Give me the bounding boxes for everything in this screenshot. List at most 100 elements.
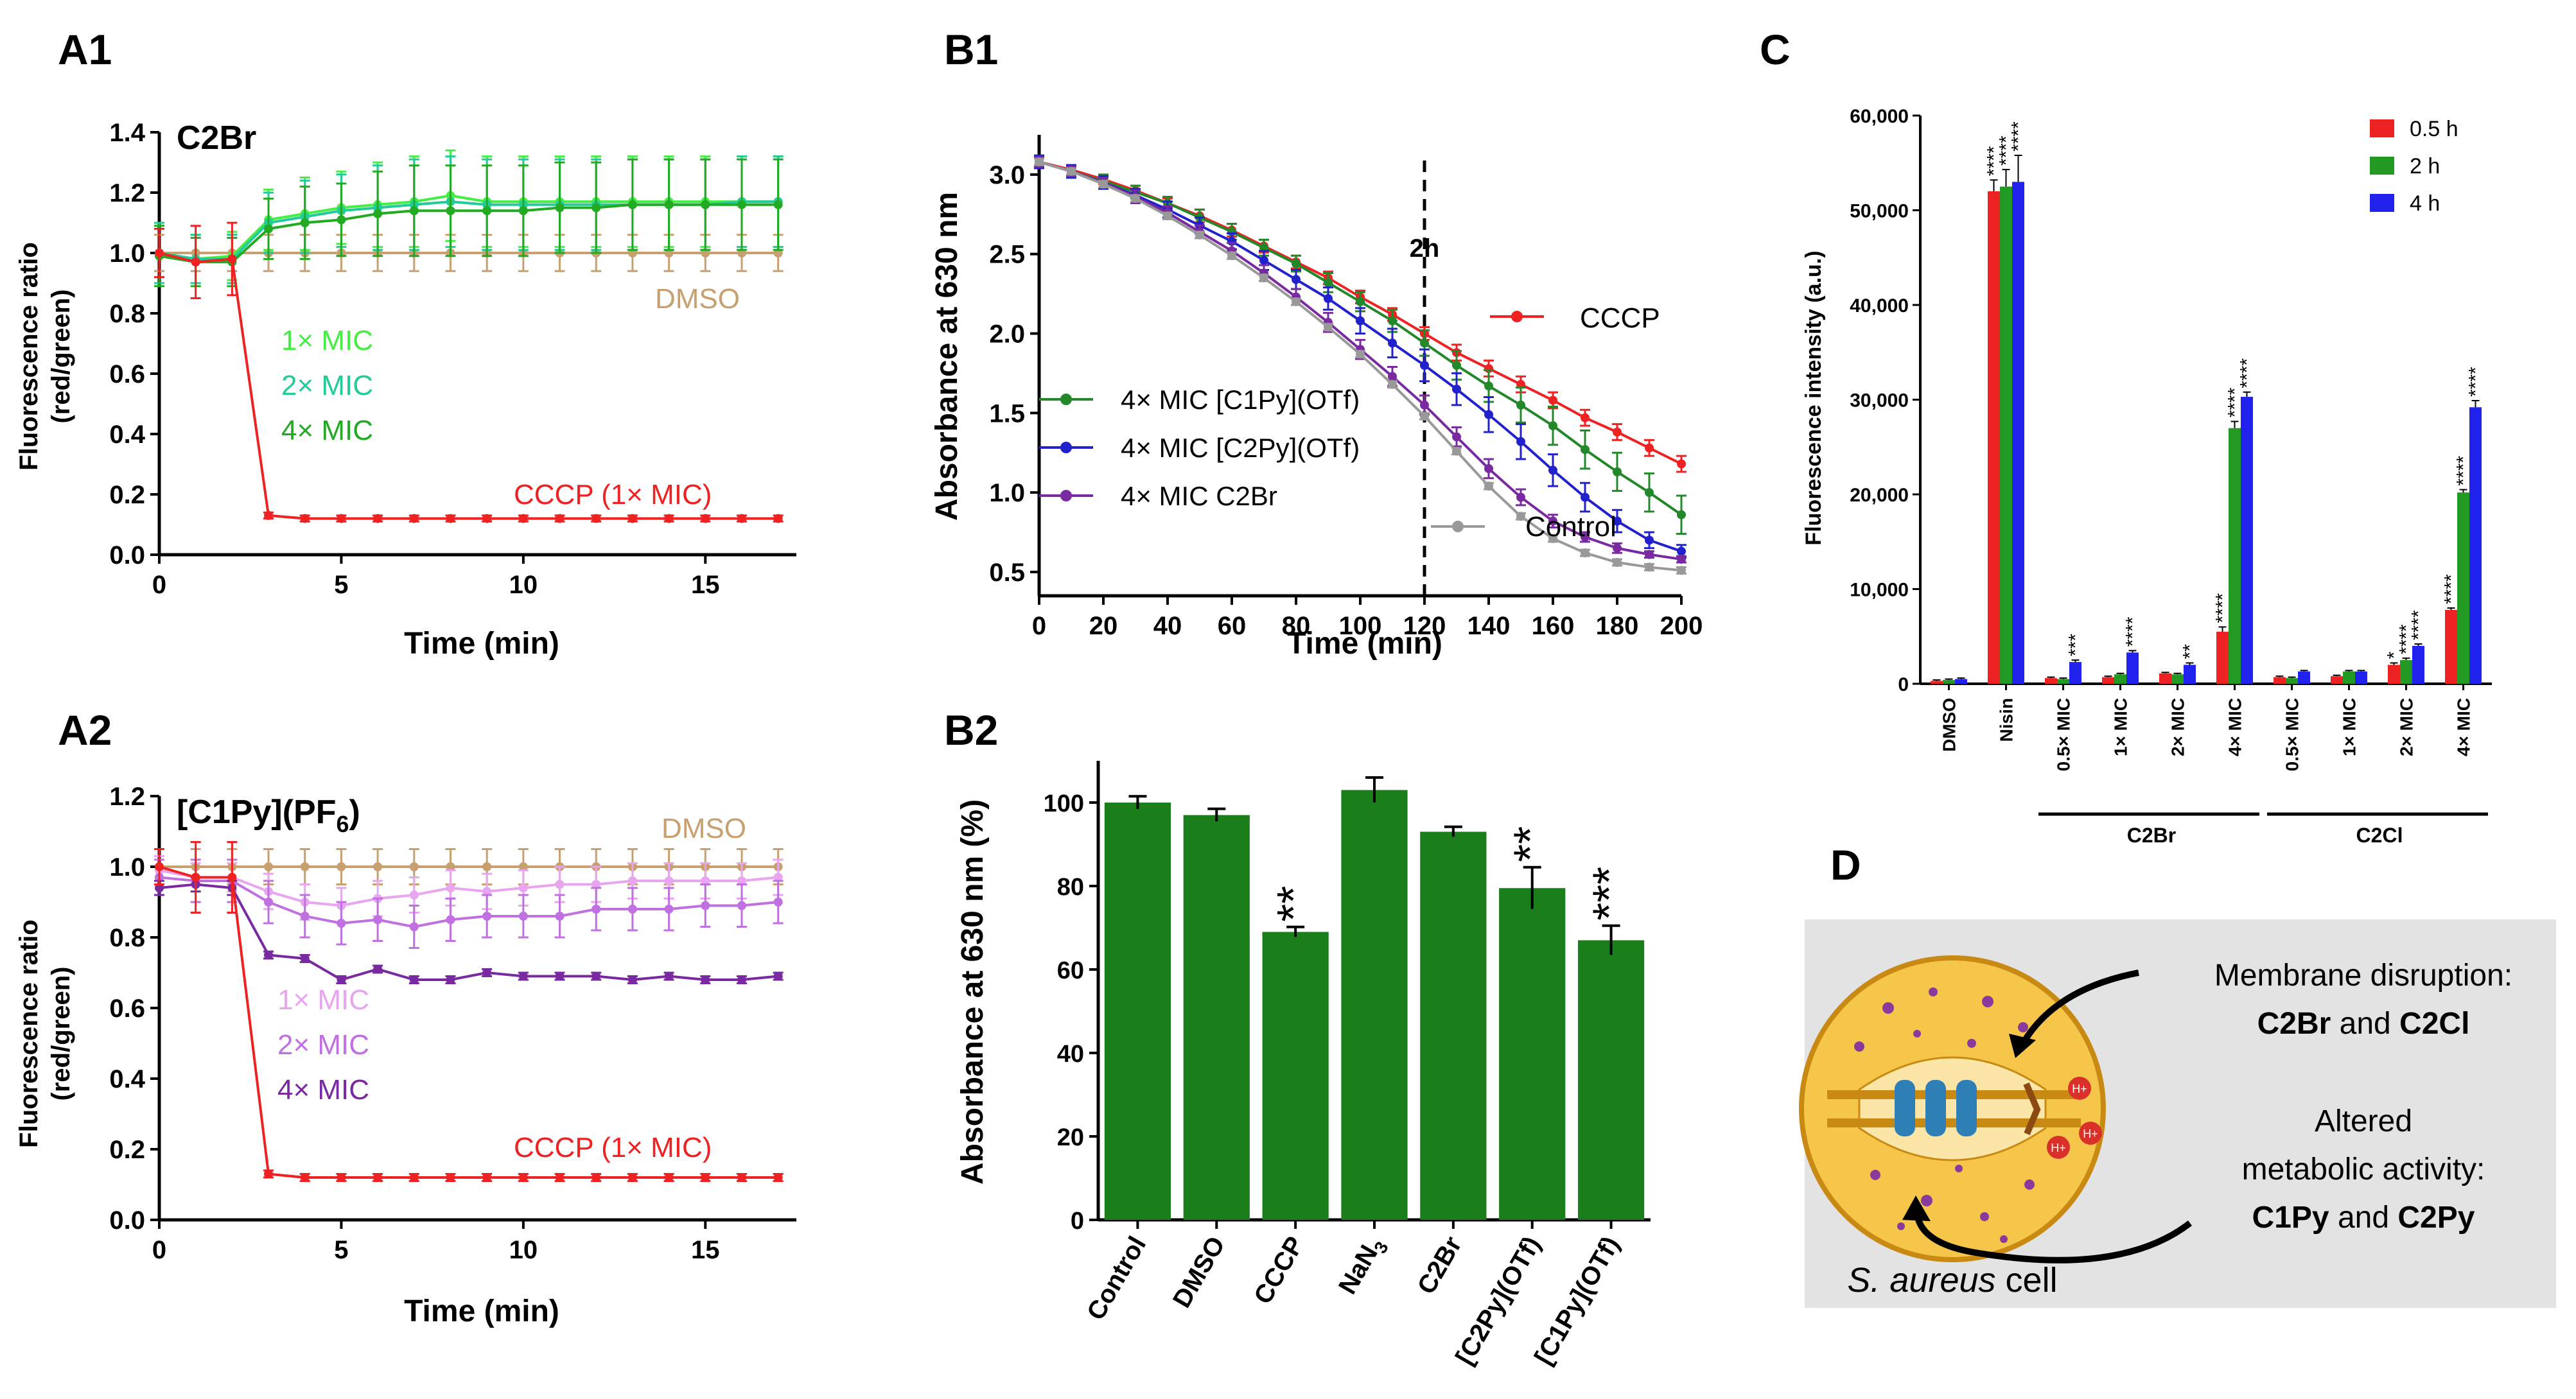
note-metabolic-line1: Altered <box>2315 1104 2412 1138</box>
data-point <box>1581 492 1590 502</box>
panel-label-b2: B2 <box>944 706 998 754</box>
note-metabolic-line3: C1Py and C2Py <box>2252 1201 2475 1235</box>
a2-title-main: [C1Py](PF <box>177 794 336 831</box>
a1-title: C2Br <box>177 119 256 157</box>
series-line <box>159 869 778 907</box>
data-point <box>1452 385 1461 394</box>
data-point <box>1548 516 1557 526</box>
data-point <box>1548 534 1557 543</box>
data-point <box>337 1173 346 1182</box>
data-point <box>1613 467 1622 476</box>
bar <box>2184 665 2196 684</box>
data-point <box>1677 510 1686 519</box>
membrane-channel-3 <box>1956 1080 1977 1136</box>
arrow-metabolic-head <box>1902 1195 1931 1221</box>
data-point <box>737 975 746 984</box>
y-tick-label: 0.2 <box>109 481 145 509</box>
x-tick-label: 140 <box>1468 612 1511 640</box>
significance-label: **** <box>2123 616 2144 647</box>
legend-label: 2 h <box>2410 154 2440 178</box>
legend-label: 0.5 h <box>2410 117 2458 141</box>
y-tick-label: 1.0 <box>109 853 145 882</box>
proton-1-circle <box>2068 1077 2091 1100</box>
data-point <box>482 887 492 896</box>
data-point <box>1067 166 1076 176</box>
bar <box>2469 407 2482 684</box>
a2-label-dmso: DMSO <box>662 813 746 844</box>
x-tick-label: 180 <box>1596 612 1639 640</box>
chart-a2: 0 5 10 15 0.0 0.2 0.4 0.6 0.8 1.0 1.2 <box>109 783 796 1264</box>
data-point <box>1516 400 1525 410</box>
b1-xlabel: Time (min) <box>1287 627 1442 661</box>
data-point <box>373 209 383 218</box>
legend-marker <box>1511 311 1523 322</box>
b1-marker-label: 2h <box>1410 234 1440 263</box>
significance-label: *** <box>2065 634 2087 656</box>
bar <box>2000 186 2012 684</box>
bar <box>1104 803 1171 1220</box>
data-point <box>664 200 674 209</box>
data-point <box>1324 294 1333 304</box>
y-tick-label: 40 <box>1057 1041 1084 1068</box>
data-point <box>409 975 419 984</box>
y-tick-label: 1.2 <box>109 179 145 207</box>
x-tick-label: C2Br <box>1412 1232 1468 1299</box>
data-point <box>446 975 455 984</box>
data-point <box>373 862 383 871</box>
a2-title: [C1Py](PF6) <box>177 794 360 837</box>
data-point <box>1131 194 1140 204</box>
a1-label-2x: 2× MIC <box>281 370 373 401</box>
data-point <box>1452 446 1461 456</box>
data-point <box>1548 465 1557 475</box>
data-point <box>701 514 710 523</box>
x-tick-label: 15 <box>691 571 720 599</box>
data-point <box>773 898 783 907</box>
y-tick-label: 0.2 <box>109 1136 145 1164</box>
data-point <box>1581 445 1590 455</box>
data-point <box>264 224 274 234</box>
data-point <box>1484 464 1493 473</box>
data-point <box>1099 179 1108 189</box>
data-point <box>1420 400 1429 410</box>
significance-label: * <box>2384 652 2405 659</box>
data-point <box>1677 546 1686 556</box>
data-point <box>1645 562 1654 572</box>
y-tick-label: 0.0 <box>109 1206 145 1235</box>
data-point <box>627 200 637 209</box>
significance-label: ** <box>1268 886 1320 922</box>
x-tick-label: NaN3 <box>1333 1232 1392 1301</box>
y-tick-label: 10,000 <box>1850 580 1909 601</box>
bar <box>1931 681 1943 684</box>
a2-xlabel: Time (min) <box>404 1294 559 1328</box>
bar <box>1262 932 1329 1220</box>
y-tick-label: 1.0 <box>109 239 145 268</box>
data-point <box>627 975 637 984</box>
a2-title-end: ) <box>349 794 360 831</box>
data-point <box>1259 256 1268 265</box>
dot <box>2024 1179 2035 1190</box>
x-tick-label: 10 <box>509 1236 538 1264</box>
y-tick-label: 20 <box>1057 1124 1084 1151</box>
data-point <box>1259 273 1268 282</box>
data-point <box>737 1173 746 1182</box>
data-point <box>373 514 383 523</box>
data-point <box>591 1173 601 1182</box>
y-tick-label: 100 <box>1044 790 1084 817</box>
data-point <box>446 883 455 892</box>
x-tick-label: 1× MIC <box>2111 698 2131 756</box>
x-tick-label: 10 <box>509 571 538 599</box>
data-point <box>191 873 200 882</box>
proton-2-circle <box>2047 1136 2070 1159</box>
data-point <box>1420 361 1429 370</box>
b1-legend-control: Control <box>1525 511 1617 543</box>
data-point <box>1677 555 1686 564</box>
data-point <box>518 912 528 921</box>
data-point <box>518 862 528 871</box>
proton-2-label: H+ <box>2051 1142 2066 1154</box>
data-point <box>627 1173 637 1182</box>
data-point <box>701 1173 710 1182</box>
series-line <box>159 252 778 520</box>
data-point <box>1452 432 1461 442</box>
data-point <box>1420 412 1429 421</box>
bar <box>1577 940 1645 1220</box>
